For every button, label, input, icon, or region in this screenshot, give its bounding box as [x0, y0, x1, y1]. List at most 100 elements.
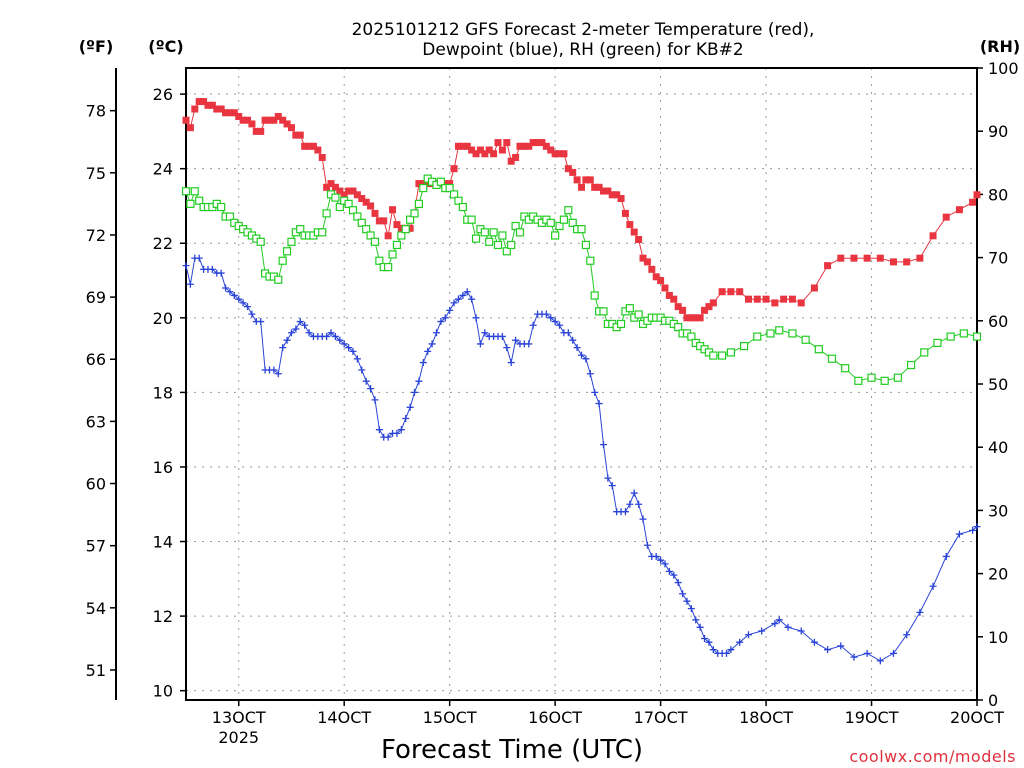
2-meter-temperature-point — [955, 206, 963, 214]
rh-point — [335, 202, 344, 212]
rh-tick-label: 40 — [988, 438, 1008, 457]
x-axis-label: Forecast Time (UTC) — [381, 735, 643, 765]
2-meter-temperature-point — [692, 314, 700, 322]
2-meter-temperature-point — [736, 288, 744, 296]
rh-point — [709, 351, 718, 360]
2-meter-temperature-point — [718, 288, 726, 296]
rh-point — [946, 332, 955, 341]
chart-title-line2: Dewpoint (blue), RH (green) for KB#2 — [422, 40, 743, 60]
2-meter-temperature-point — [780, 295, 788, 303]
dewpoint-point — [367, 385, 375, 393]
rh-point — [445, 183, 454, 193]
2-meter-temperature-point — [744, 295, 752, 303]
rh-point — [366, 231, 375, 240]
2-meter-temperature-point — [450, 165, 458, 173]
2-meter-temperature-point — [696, 314, 704, 322]
2-meter-temperature-point — [507, 157, 515, 165]
dewpoint-point — [345, 344, 353, 352]
rh-point — [274, 275, 283, 284]
2-meter-temperature-point — [608, 191, 616, 199]
2-meter-temperature-point — [265, 116, 273, 124]
2-meter-temperature-point — [195, 98, 203, 106]
celsius-tick-label: 10 — [153, 682, 173, 701]
dewpoint-point — [428, 340, 436, 348]
rh-point — [436, 177, 445, 186]
2-meter-temperature-point — [217, 105, 225, 113]
2-meter-temperature-point — [292, 131, 300, 139]
2-meter-temperature-point — [485, 146, 493, 154]
2-meter-temperature-point — [973, 191, 981, 199]
dewpoint-point — [586, 370, 594, 378]
2-meter-temperature-point — [657, 277, 665, 285]
rh-point — [370, 237, 380, 246]
dewpoint-point — [657, 556, 665, 564]
2-meter-temperature-point — [727, 288, 735, 296]
celsius-tick-label: 26 — [153, 85, 173, 104]
2-meter-temperature-point — [582, 176, 590, 184]
dewpoint-point — [723, 649, 731, 657]
rh-point — [775, 326, 784, 335]
dewpoint-point — [674, 579, 682, 587]
dewpoint-point — [525, 340, 533, 348]
rh-point — [278, 256, 287, 265]
dewpoint-point — [353, 355, 361, 363]
dewpoint-point — [969, 526, 977, 534]
dewpoint-point — [217, 269, 225, 277]
dewpoint-point — [551, 318, 559, 326]
rh-point — [344, 199, 353, 208]
dewpoint-point — [432, 329, 440, 337]
2-meter-temperature-point — [573, 176, 581, 184]
rh-point — [634, 310, 643, 319]
2-meter-temperature-point — [204, 101, 212, 109]
dewpoint-point — [929, 582, 937, 590]
2-meter-temperature-point — [643, 258, 651, 266]
rh-point — [559, 215, 569, 224]
2-meter-temperature-point — [327, 180, 335, 188]
dewpoint-point — [890, 649, 898, 657]
dewpoint-point — [244, 303, 252, 311]
dewpoint-point — [573, 344, 581, 352]
2-meter-temperature-point — [639, 254, 647, 262]
2-meter-temperature-point — [604, 187, 612, 195]
dewpoint-point — [775, 616, 783, 624]
dewpoint-point — [679, 590, 687, 598]
dewpoint-point — [837, 642, 845, 650]
dewpoint-point — [481, 329, 489, 337]
rh-point — [551, 231, 560, 240]
rh-point — [577, 225, 586, 234]
dewpoint-point — [459, 291, 467, 299]
dewpoint-point — [498, 332, 506, 340]
2-meter-temperature-point — [626, 221, 634, 229]
fahrenheit-tick-label: 51 — [86, 661, 106, 680]
rh-point — [489, 228, 498, 237]
2-meter-temperature-point — [890, 258, 898, 266]
2-meter-temperature-point — [661, 284, 669, 292]
rh-tick-label: 90 — [988, 122, 1008, 141]
fahrenheit-tick-label: 75 — [86, 164, 106, 183]
2-meter-temperature-point — [810, 284, 818, 292]
dewpoint-point — [375, 426, 383, 434]
2-meter-temperature-point — [459, 142, 467, 150]
fahrenheit-unit-label: (ºF) — [79, 37, 114, 56]
fahrenheit-tick-label: 60 — [86, 475, 106, 494]
dewpoint-point — [670, 571, 678, 579]
dewpoint-point — [599, 441, 607, 449]
2-meter-temperature-point — [200, 98, 208, 106]
dewpoint-point — [362, 377, 370, 385]
dewpoint-point — [323, 332, 331, 340]
dewpoint-point — [279, 344, 287, 352]
2-meter-temperature-point — [468, 146, 476, 154]
rh-point — [217, 202, 226, 212]
2-meter-temperature-point — [419, 180, 427, 188]
2-meter-temperature-point — [503, 139, 511, 147]
2-meter-temperature-point — [252, 127, 260, 135]
rh-point — [599, 307, 608, 316]
2-meter-temperature-point — [709, 299, 717, 307]
2-meter-temperature-point — [674, 303, 682, 311]
rh-point — [392, 240, 402, 250]
2-meter-temperature-point — [569, 168, 577, 176]
dewpoint-point — [547, 314, 555, 322]
rh-point — [546, 218, 555, 227]
rh-point — [282, 247, 292, 256]
rh-point — [827, 354, 837, 363]
